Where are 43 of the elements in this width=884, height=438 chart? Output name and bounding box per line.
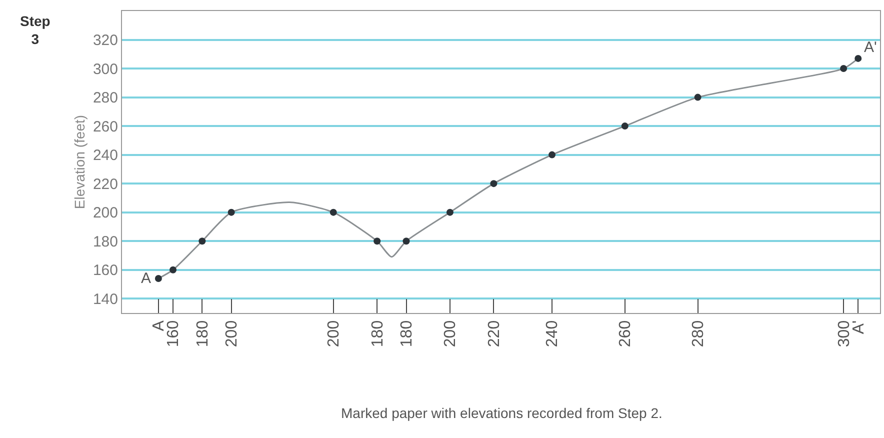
y-tick-label: 220: [92, 176, 118, 193]
y-tick-label: 320: [92, 32, 118, 50]
point: [154, 274, 162, 282]
x-tick-label: 180: [369, 320, 386, 348]
point: [198, 238, 206, 245]
y-tick-label: 260: [92, 118, 118, 136]
point: [170, 266, 177, 274]
point: [854, 54, 862, 62]
y-tick-label: 300: [92, 60, 118, 78]
y-axis-title: Elevation (feet): [72, 114, 88, 210]
x-tick-label: 180: [194, 320, 212, 348]
x-tick-label: 260: [617, 320, 634, 348]
x-tick-label: 220: [486, 320, 503, 348]
y-tick-label: 240: [92, 147, 118, 164]
y-tick-label: 140: [92, 290, 118, 308]
point: [446, 208, 454, 216]
point: [840, 65, 848, 72]
text: Step 3: [20, 13, 50, 48]
x-tick-label: 180: [398, 320, 416, 348]
point: [694, 94, 702, 101]
y-tick-label: 200: [92, 204, 118, 222]
x-tick-label: A': [850, 320, 868, 334]
x-tick-label: 200: [224, 320, 241, 348]
x-tick-label: 160: [165, 320, 182, 348]
text: Marked paper with elevations recorded from Step 2.: [341, 405, 662, 421]
point: [402, 238, 410, 245]
point: [490, 180, 498, 188]
x-tick-label: 300: [836, 320, 853, 348]
point: [548, 151, 556, 158]
point: [374, 238, 381, 245]
x-tick-label: 280: [690, 320, 707, 348]
y-tick-label: 160: [92, 262, 118, 280]
point: [621, 122, 628, 130]
annotation: A: [141, 270, 152, 287]
point: [330, 208, 337, 216]
y-tick-label: 280: [92, 90, 118, 107]
y-tick-label: 180: [92, 233, 118, 250]
x-tick-label: 240: [544, 320, 562, 348]
point: [228, 208, 235, 216]
annotation: A': [864, 39, 878, 56]
x-tick-label: 200: [326, 320, 343, 348]
x-tick-label: 200: [442, 320, 460, 348]
x-tick-label: A: [150, 320, 168, 332]
